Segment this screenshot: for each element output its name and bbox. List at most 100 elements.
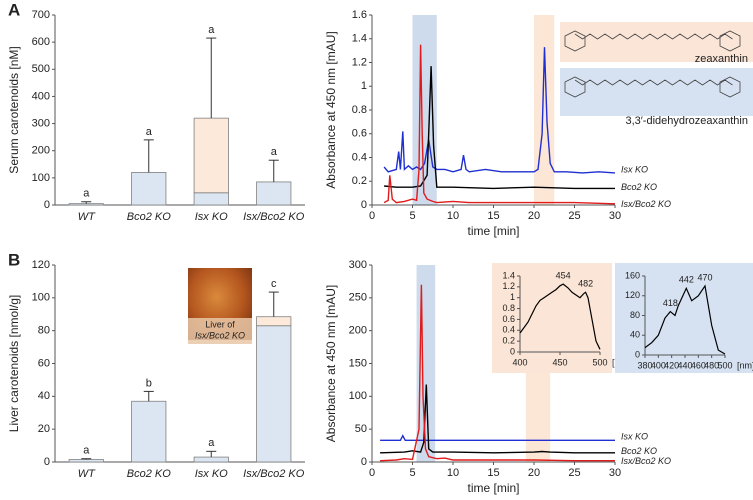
- structure-box: [560, 68, 753, 116]
- y-tick-label: 120: [625, 290, 640, 300]
- y-tick-label: 0.8: [352, 104, 367, 116]
- bar-segment: [68, 203, 104, 206]
- peak-label: 454: [556, 271, 571, 281]
- y-tick-label: 500: [32, 63, 50, 75]
- x-tick-label: 480: [704, 360, 719, 370]
- x-axis-label: time [min]: [467, 481, 519, 495]
- x-tick-label: 500: [592, 357, 607, 367]
- error-bar: [268, 291, 279, 317]
- error-bar: [143, 390, 154, 402]
- x-tick-label: 10: [447, 210, 459, 222]
- trace-label: Isx KO: [621, 164, 648, 174]
- x-tick-label: 25: [568, 210, 580, 222]
- y-tick-label: 0: [361, 456, 367, 468]
- x-unit: [nm]: [737, 360, 753, 370]
- significance-letter: a: [208, 24, 215, 36]
- bar-segment: [131, 172, 167, 206]
- photo-caption: Liver of: [205, 319, 235, 329]
- bar-segment: [131, 400, 167, 463]
- y-tick-label: 100: [32, 292, 50, 304]
- trace: [519, 283, 601, 350]
- structure-ring: [719, 76, 741, 98]
- y-axis-label: Serum carotenoids [nM]: [7, 46, 21, 173]
- x-tick-label: 10: [447, 467, 459, 479]
- error-bar: [143, 139, 154, 173]
- significance-letter: c: [271, 278, 277, 290]
- y-tick-label: 0: [510, 346, 515, 356]
- x-tick-label: Isx/Bco2 KO: [243, 468, 305, 480]
- trace: [380, 384, 615, 454]
- x-tick-label: 0: [369, 210, 375, 222]
- y-tick-label: 1.4: [502, 270, 515, 280]
- structure-drawing: [574, 79, 733, 86]
- highlight-band: [416, 265, 436, 462]
- structure-ring: [719, 30, 741, 52]
- y-tick-label: 0: [635, 349, 640, 359]
- y-tick-label: 120: [32, 259, 50, 271]
- trace-label: Isx KO: [621, 432, 648, 442]
- trace: [380, 284, 615, 462]
- x-tick-label: 400: [651, 360, 666, 370]
- y-tick-label: 100: [349, 390, 367, 402]
- y-tick-label: 250: [349, 292, 367, 304]
- y-axis-label: Liver carotenoids [nmol/g]: [7, 295, 21, 432]
- x-tick-label: Isx KO: [195, 211, 228, 223]
- y-tick-label: 0.4: [352, 151, 367, 163]
- y-tick-label: 60: [38, 357, 50, 369]
- significance-letter: a: [83, 188, 90, 200]
- structure-label: 3,3′-didehydrozeaxanthin: [625, 115, 748, 127]
- x-tick-label: WT: [78, 468, 96, 480]
- x-tick-label: 420: [664, 360, 679, 370]
- x-tick-label: WT: [78, 211, 96, 223]
- trace: [383, 44, 616, 205]
- x-tick-label: 0: [369, 467, 375, 479]
- peak-label: 442: [679, 275, 694, 285]
- y-tick-label: 200: [32, 145, 50, 157]
- trace-label: Isx/Bco2 KO: [621, 456, 671, 466]
- x-tick-label: 400: [512, 357, 527, 367]
- y-tick-label: 0.6: [352, 128, 367, 140]
- y-tick-label: 40: [630, 330, 640, 340]
- y-tick-label: 80: [38, 325, 50, 337]
- error-bar: [206, 450, 217, 458]
- panel-letter: A: [8, 0, 20, 19]
- y-tick-label: 1: [361, 80, 367, 92]
- x-tick-label: Isx/Bco2 KO: [243, 211, 305, 223]
- x-tick-label: 30: [609, 467, 621, 479]
- x-tick-label: 5: [409, 210, 415, 222]
- x-tick-label: 15: [487, 467, 499, 479]
- bar-segment: [256, 316, 292, 327]
- x-tick-label: 460: [691, 360, 706, 370]
- x-tick-label: Bco2 KO: [127, 211, 171, 223]
- bar-segment: [256, 181, 292, 206]
- y-tick-label: 80: [630, 310, 640, 320]
- x-tick-label: Bco2 KO: [127, 468, 171, 480]
- peak-label: 470: [697, 272, 712, 282]
- x-tick-label: 440: [677, 360, 692, 370]
- photo-caption-bg: [188, 318, 252, 344]
- error-bar: [81, 458, 92, 460]
- bar-segment: [256, 325, 292, 463]
- significance-letter: b: [146, 377, 152, 389]
- y-tick-label: 0.4: [502, 325, 515, 335]
- y-tick-label: 100: [32, 172, 50, 184]
- y-tick-label: 1.2: [352, 56, 367, 68]
- y-tick-label: 0: [44, 456, 50, 468]
- peak-label: 418: [663, 298, 678, 308]
- error-bar: [206, 37, 217, 119]
- trace: [383, 47, 616, 174]
- trace-label: Bco2 KO: [621, 182, 657, 192]
- structure-drawing: [574, 33, 733, 40]
- bar-segment: [68, 459, 104, 463]
- x-tick-label: Isx KO: [195, 468, 228, 480]
- y-tick-label: 200: [349, 325, 367, 337]
- x-tick-label: 25: [568, 467, 580, 479]
- trace-label: Isx/Bco2 KO: [621, 199, 671, 209]
- trace-label: Bco2 KO: [621, 446, 657, 456]
- structure-box: [560, 22, 753, 62]
- peak-label: 482: [578, 279, 593, 289]
- y-tick-label: 0.6: [502, 314, 515, 324]
- error-bar: [268, 159, 279, 182]
- y-tick-label: 0.2: [352, 175, 367, 187]
- y-tick-label: 1.6: [352, 9, 367, 21]
